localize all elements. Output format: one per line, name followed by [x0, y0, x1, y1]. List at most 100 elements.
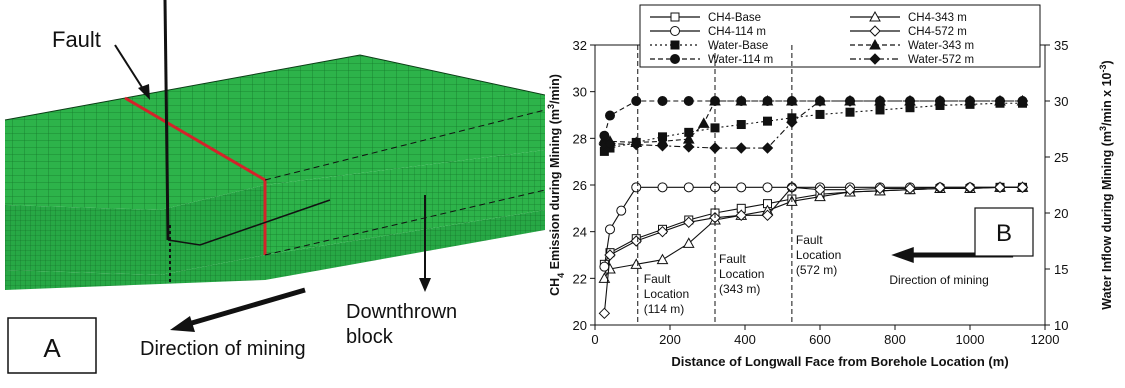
data-point: [656, 225, 669, 238]
fault-pointer-arrow: [114, 44, 146, 93]
data-point: [814, 95, 826, 107]
data-point: [844, 183, 856, 196]
data-point: [1016, 95, 1029, 107]
panel-a-label: A: [43, 333, 61, 363]
data-point: [934, 181, 946, 194]
y-left-tick-label: 30: [573, 85, 587, 100]
fault-label: Fault: [52, 27, 101, 52]
legend-entry: Water-572 m: [908, 54, 974, 66]
data-point: [869, 10, 881, 22]
x-tick-label: 1000: [956, 332, 985, 347]
data-point: [682, 237, 695, 248]
downthrown-top-surface: [265, 150, 545, 255]
block-top-surface: [5, 55, 545, 210]
fault-location-label: Fault: [796, 233, 823, 247]
data-point: [763, 116, 772, 126]
data-point: [631, 182, 642, 193]
legend-entry: CH4-343 m: [908, 12, 967, 24]
data-point: [605, 110, 615, 121]
data-point: [869, 53, 881, 65]
legend-entry: CH4-Base: [708, 12, 761, 24]
data-point: [904, 182, 916, 195]
data-point: [869, 38, 881, 50]
data-point: [670, 12, 680, 22]
y-right-tick-label: 15: [1054, 262, 1068, 277]
series-line: [604, 100, 1023, 143]
y-right-axis-label: Water Inflow during Mining (m3/min x 10-…: [1098, 60, 1114, 309]
legend-entry: Water-Base: [708, 40, 768, 52]
data-point: [598, 272, 611, 283]
y-left-tick-label: 28: [573, 131, 587, 146]
panel-a-box: [7, 317, 97, 374]
legend-box: [639, 4, 1041, 68]
data-point: [814, 190, 826, 202]
data-point: [874, 182, 886, 195]
y-right-tick-label: 10: [1054, 318, 1068, 333]
data-point: [657, 96, 668, 106]
data-point: [697, 117, 710, 128]
data-point: [630, 235, 642, 247]
fault-model-figure: Fault Direction of mining Downthrown blo…: [4, 0, 546, 374]
data-point: [736, 182, 747, 193]
data-point: [631, 96, 642, 106]
y-right-tick-label: 20: [1054, 206, 1068, 221]
data-point: [599, 261, 610, 272]
x-tick-label: 1200: [1031, 332, 1060, 347]
data-point: [762, 96, 773, 106]
data-point: [616, 205, 627, 216]
data-point: [683, 216, 695, 229]
data-point: [670, 26, 680, 36]
data-point: [761, 142, 774, 154]
data-point: [1016, 181, 1029, 194]
downthrown-label-2: block: [346, 326, 394, 348]
y-right-tick-label: 30: [1054, 94, 1068, 109]
data-point: [670, 54, 680, 64]
fault-location-label: (572 m): [796, 263, 837, 277]
y-left-axis-label: CH4 Emission during Mining (m3/min): [546, 74, 566, 296]
borehole: [163, 0, 170, 241]
data-point: [630, 138, 642, 151]
data-point: [934, 95, 946, 107]
fault-location-label: (343 m): [719, 282, 760, 296]
series-line: [604, 100, 1023, 149]
data-point: [604, 137, 616, 150]
mining-direction-arrowhead: [891, 247, 914, 263]
x-tick-label: 800: [884, 332, 906, 347]
y-left-tick-label: 32: [573, 38, 587, 53]
data-point: [683, 182, 694, 193]
data-point: [630, 258, 643, 269]
emission-inflow-chart: 0 200 400 600 800 1000 1200 20 22 24 26 28 30 32 10 15 2…: [546, 4, 1114, 369]
data-point: [683, 96, 694, 106]
data-point: [875, 105, 885, 115]
y-right-tick-label: 25: [1054, 150, 1068, 165]
data-point: [657, 182, 668, 193]
direction-label: Direction of mining: [140, 338, 306, 360]
y-right-tick-label: 35: [1054, 38, 1068, 53]
panel-b-chart: 0 200 400 600 800 1000 1200 20 22 24 26 28 30 32 10 15 2…: [545, 0, 1125, 383]
data-point: [844, 95, 856, 107]
legend-entry: CH4-114 m: [708, 26, 766, 38]
y-left-tick-label: 22: [573, 271, 587, 286]
series-ch4-572-m: [598, 181, 1029, 320]
legend-entry: Water-343 m: [908, 40, 974, 52]
block-front-face: [5, 185, 265, 275]
data-point: [735, 209, 747, 222]
x-axis-label: Distance of Longwall Face from Borehole …: [671, 354, 1008, 369]
data-point: [736, 120, 746, 130]
legend-entry: Water-114 m: [708, 54, 773, 66]
fault-location-label: (114 m): [644, 302, 684, 316]
fault-location-label: Location: [796, 248, 841, 262]
x-tick-label: 400: [734, 332, 756, 347]
data-point: [736, 96, 747, 106]
data-point: [904, 95, 916, 107]
data-point: [604, 249, 616, 261]
data-point: [869, 25, 881, 37]
data-point: [761, 209, 774, 222]
fault-location-label: Location: [644, 287, 689, 301]
data-point: [815, 109, 825, 119]
x-tick-label: 0: [591, 332, 598, 347]
data-point: [994, 95, 1006, 107]
data-point: [599, 130, 610, 141]
data-point: [656, 140, 669, 152]
data-point: [762, 182, 773, 193]
